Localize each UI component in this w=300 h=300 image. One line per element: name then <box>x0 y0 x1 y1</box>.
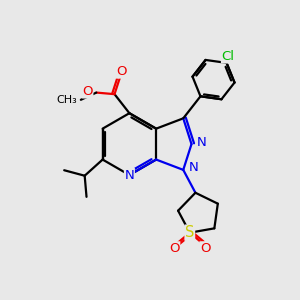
Text: N: N <box>124 169 134 182</box>
Text: N: N <box>189 161 198 174</box>
Text: O: O <box>82 85 93 98</box>
Text: O: O <box>116 65 127 78</box>
Text: CH₃: CH₃ <box>57 95 77 105</box>
Text: Cl: Cl <box>222 50 235 63</box>
Text: N: N <box>197 136 206 149</box>
Text: O: O <box>200 242 210 255</box>
Text: O: O <box>169 242 180 255</box>
Text: S: S <box>185 225 194 240</box>
